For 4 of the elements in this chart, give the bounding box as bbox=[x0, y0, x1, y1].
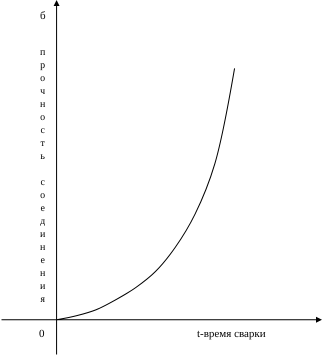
text: б bbox=[40, 10, 46, 22]
text: 0 bbox=[39, 328, 45, 340]
x-axis-title: t-время сварки bbox=[197, 328, 266, 340]
text: прочность соединения bbox=[40, 47, 46, 305]
